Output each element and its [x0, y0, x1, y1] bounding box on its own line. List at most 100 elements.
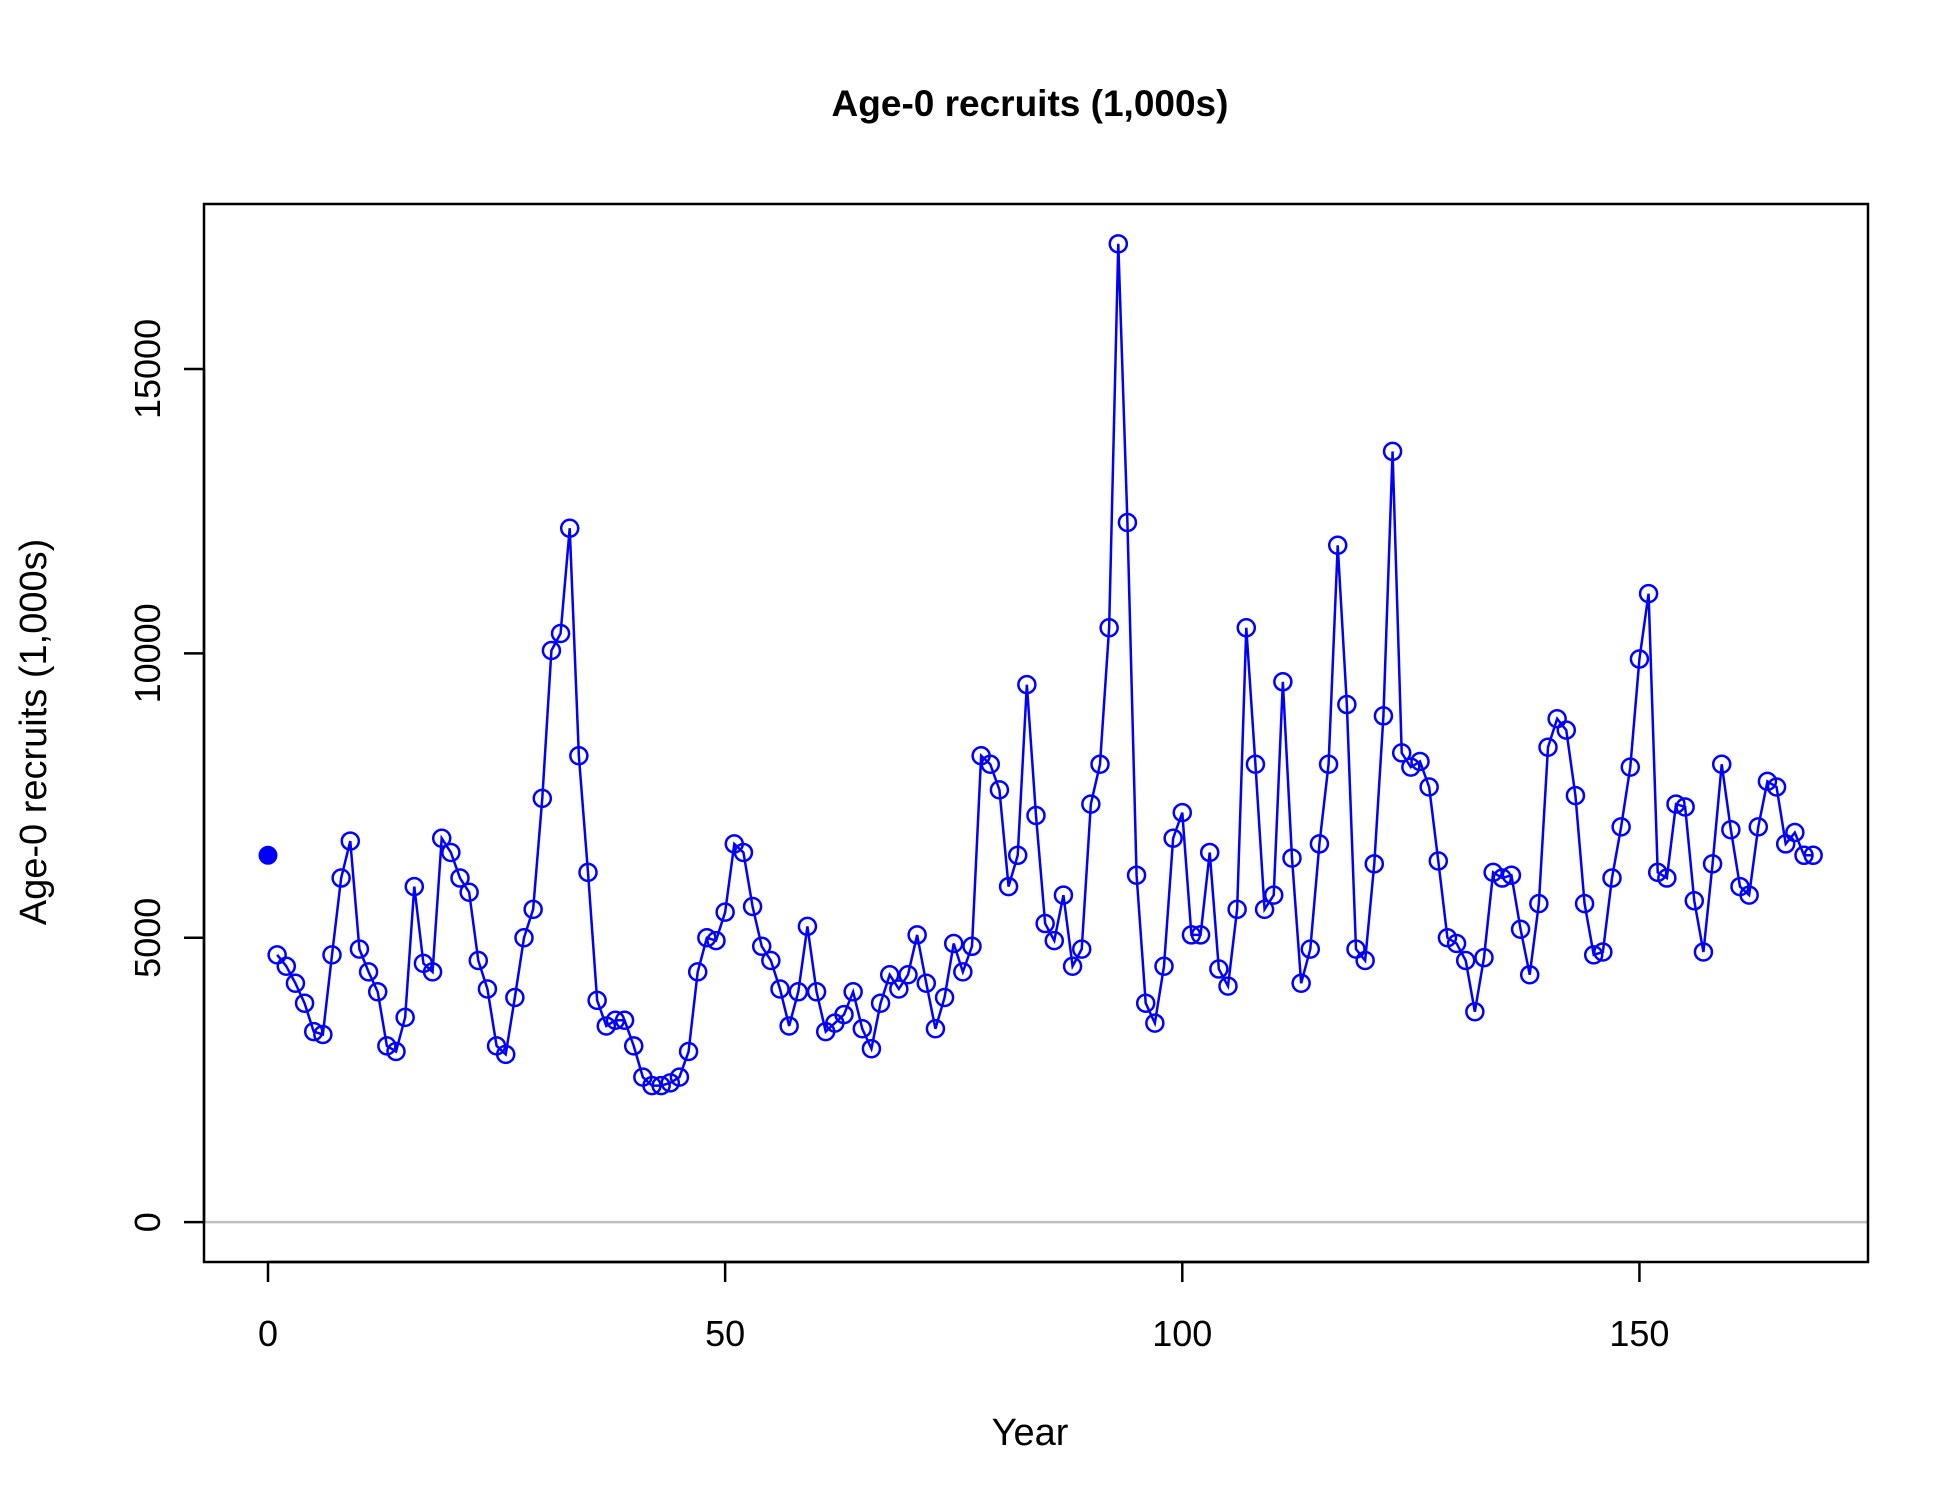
- y-tick-label: 15000: [127, 319, 168, 419]
- y-tick-label: 5000: [127, 898, 168, 978]
- data-point: [1236, 618, 1257, 638]
- data-point: [1711, 754, 1732, 775]
- data-point: [788, 982, 809, 1002]
- data-point: [1803, 845, 1823, 866]
- data-point: [441, 842, 461, 863]
- data-point: [285, 973, 306, 994]
- data-point: [1574, 893, 1595, 914]
- data-point: [1154, 956, 1174, 976]
- data-point: [1254, 899, 1275, 920]
- data-point: [861, 1038, 882, 1059]
- x-tick-label: 100: [1152, 1313, 1212, 1354]
- data-point: [1337, 694, 1357, 715]
- data-point: [514, 928, 534, 948]
- data-point: [733, 842, 754, 863]
- data-point: [1090, 754, 1110, 775]
- data-point: [1465, 1001, 1485, 1022]
- data-point: [1364, 854, 1385, 874]
- data-point: [569, 746, 589, 766]
- data-point: [916, 973, 937, 994]
- data-point: [1629, 649, 1650, 669]
- data-point: [404, 876, 425, 897]
- data-point: [1190, 925, 1211, 945]
- data-point: [925, 1019, 946, 1039]
- data-point: [1026, 805, 1046, 826]
- data-point: [313, 1024, 333, 1045]
- data-point: [1355, 950, 1375, 971]
- data-point: [678, 1041, 699, 1062]
- series-layer: [258, 234, 1823, 1096]
- data-point: [614, 1010, 635, 1031]
- data-point: [761, 950, 781, 971]
- data-point: [1675, 797, 1695, 817]
- data-point: [1428, 851, 1449, 871]
- data-point: [1638, 583, 1659, 604]
- data-point: [349, 939, 370, 959]
- data-point: [1318, 754, 1339, 775]
- data-point: [953, 962, 973, 982]
- data-point: [843, 982, 863, 1002]
- data-point: [1702, 854, 1723, 874]
- data-point: [1062, 956, 1083, 976]
- data-point: [1053, 885, 1074, 905]
- data-point: [477, 979, 498, 999]
- data-point: [1017, 674, 1037, 695]
- data-point: [642, 1075, 662, 1096]
- data-point: [806, 982, 827, 1002]
- data-point: [1510, 919, 1531, 939]
- data-point: [276, 956, 297, 976]
- data-point: [340, 831, 361, 851]
- data-point: [989, 780, 1010, 800]
- data-point: [1446, 933, 1467, 954]
- data-point: [852, 1019, 873, 1039]
- y-axis-label: Age-0 recruits (1,000s): [13, 539, 55, 926]
- x-tick-label: 0: [258, 1313, 278, 1354]
- data-point: [1529, 893, 1549, 914]
- data-point: [879, 964, 900, 985]
- data-point: [998, 876, 1019, 897]
- data-point: [1766, 777, 1787, 797]
- data-point: [395, 1007, 415, 1028]
- data-point: [1611, 817, 1631, 837]
- data-point: [687, 962, 708, 982]
- data-point: [1245, 754, 1266, 775]
- data-point: [623, 1036, 644, 1056]
- chart-title: Age-0 recruits (1,000s): [832, 83, 1229, 124]
- plot-area-frame: [202, 202, 1870, 1264]
- data-point: [505, 987, 525, 1008]
- data-point: [386, 1041, 406, 1062]
- data-point: [1300, 939, 1321, 959]
- data-point: [459, 882, 479, 903]
- data-point: [578, 862, 598, 883]
- data-point: [1474, 947, 1494, 968]
- data-point: [1327, 535, 1348, 556]
- data-point: [468, 950, 489, 971]
- data-point: [1035, 913, 1055, 934]
- data-point: [1657, 868, 1677, 888]
- data-point: [1602, 868, 1622, 888]
- data-point: [1739, 885, 1759, 905]
- data-point: [1081, 794, 1101, 814]
- data-point: [651, 1075, 671, 1096]
- data-point: [1071, 939, 1092, 959]
- data-point: [770, 979, 790, 999]
- data-point: [1309, 834, 1330, 854]
- data-point: [1209, 959, 1229, 979]
- data-point: [797, 916, 818, 937]
- x-tick-label: 150: [1609, 1313, 1669, 1354]
- data-point: [1748, 817, 1769, 837]
- data-point: [450, 868, 470, 888]
- data-point: [715, 902, 735, 922]
- data-point: [1263, 885, 1284, 905]
- data-point: [1455, 950, 1476, 971]
- data-point: [1410, 751, 1430, 772]
- data-point: [1419, 777, 1439, 797]
- data-point: [1044, 930, 1065, 951]
- data-point: [1583, 945, 1604, 965]
- data-point: [1126, 865, 1147, 885]
- data-point: [1538, 737, 1558, 757]
- data-point: [1666, 794, 1686, 814]
- data-point: [1556, 720, 1577, 740]
- data-point: [322, 945, 342, 965]
